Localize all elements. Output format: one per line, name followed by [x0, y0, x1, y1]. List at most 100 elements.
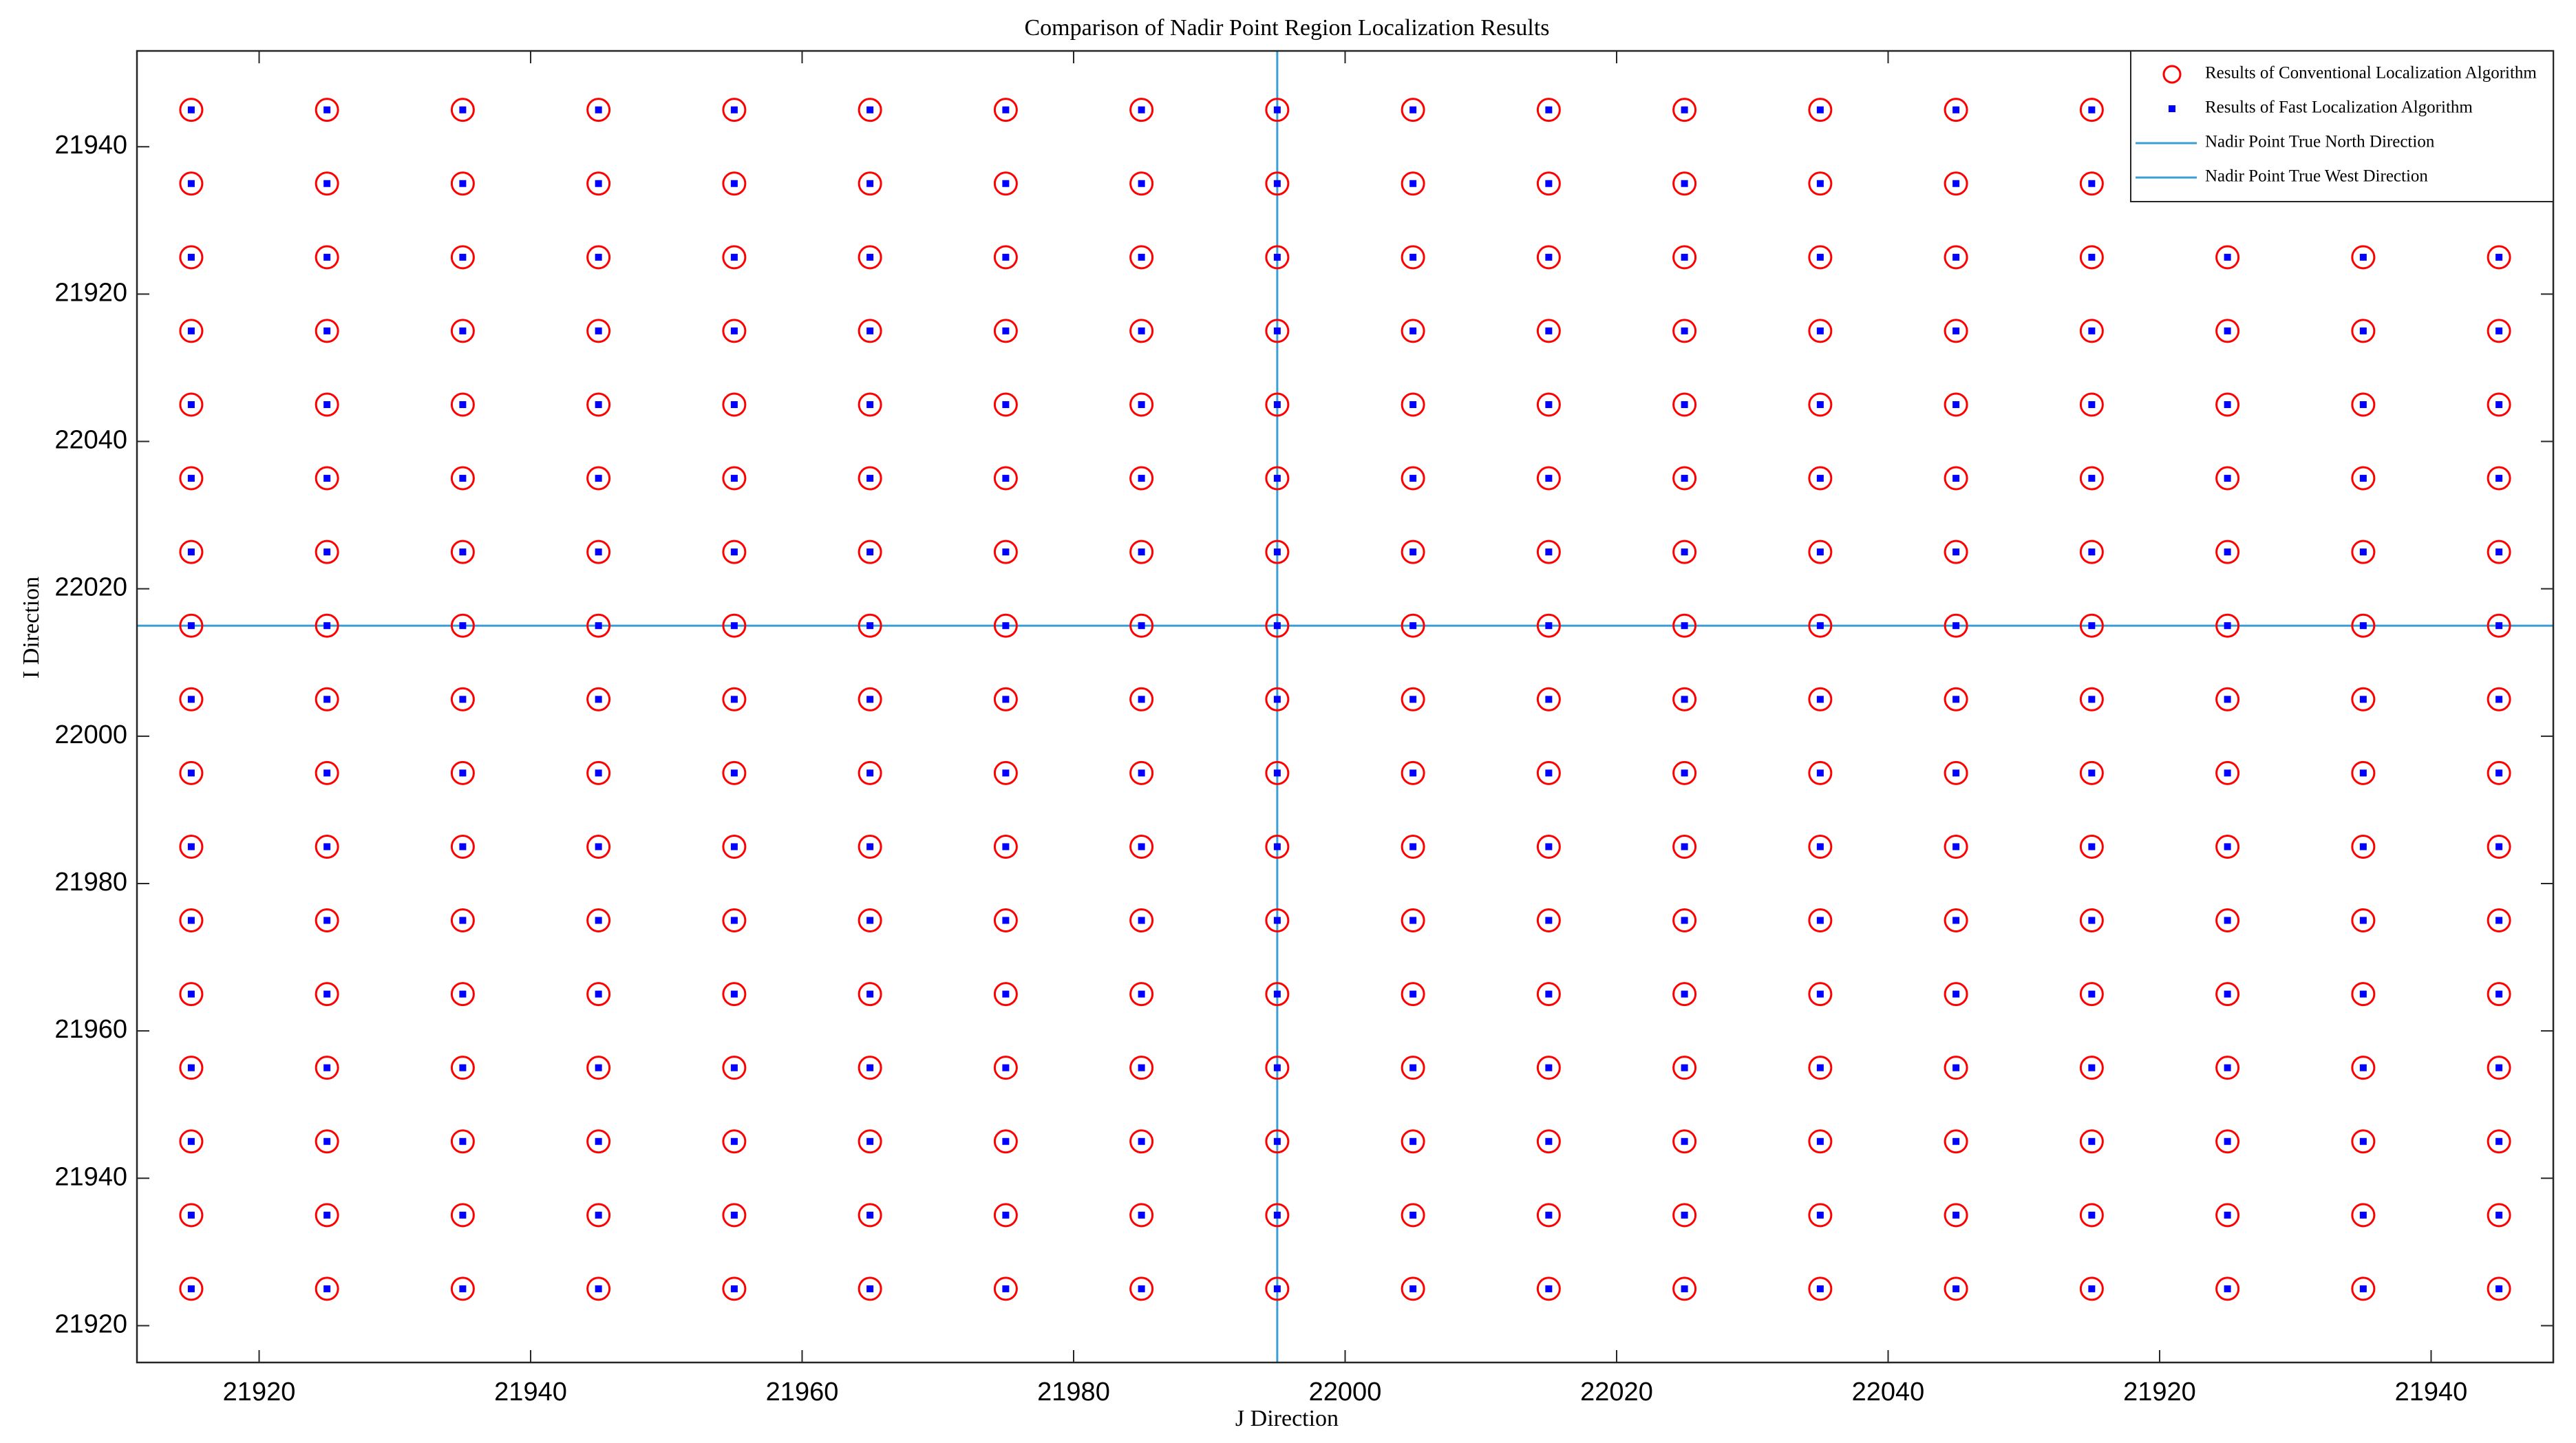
- point: [1536, 908, 1561, 933]
- point: [595, 253, 602, 261]
- point: [1545, 1137, 1553, 1145]
- point: [1536, 1203, 1561, 1228]
- point: [2215, 760, 2240, 785]
- point: [323, 1211, 331, 1219]
- point: [2088, 548, 2096, 556]
- point: [1129, 98, 1154, 122]
- point: [1808, 245, 1833, 270]
- point: [866, 253, 874, 261]
- x-tick-label: 22000: [1309, 1378, 1382, 1407]
- point: [2088, 475, 2096, 482]
- point: [2495, 1285, 2503, 1292]
- point: [858, 98, 882, 122]
- point: [858, 834, 882, 859]
- point: [2215, 245, 2240, 270]
- point: [1536, 392, 1561, 417]
- point: [2079, 392, 2104, 417]
- point: [722, 1129, 747, 1154]
- point: [1944, 834, 1968, 859]
- y-tick-label: 21920: [54, 278, 127, 307]
- point: [2487, 1203, 2511, 1228]
- point: [595, 843, 602, 851]
- point: [1808, 392, 1833, 417]
- point: [459, 990, 467, 998]
- point: [866, 1064, 874, 1071]
- point: [2487, 539, 2511, 564]
- point: [722, 1056, 747, 1080]
- point: [595, 1137, 602, 1145]
- point: [2495, 327, 2503, 334]
- point: [595, 696, 602, 703]
- point: [586, 1056, 611, 1080]
- point: [2079, 982, 2104, 1007]
- point: [1265, 1203, 1290, 1228]
- point: [1952, 253, 1960, 261]
- point: [1816, 180, 1824, 187]
- point: [1002, 917, 1010, 924]
- legend-box: [2130, 50, 2554, 202]
- point: [1545, 475, 1553, 482]
- point: [1816, 548, 1824, 556]
- point: [1808, 1129, 1833, 1154]
- point: [179, 392, 204, 417]
- point: [179, 1056, 204, 1080]
- point: [2487, 834, 2511, 859]
- point: [459, 400, 467, 408]
- point: [2224, 475, 2231, 482]
- point: [993, 908, 1018, 933]
- point: [722, 1276, 747, 1301]
- point: [2495, 769, 2503, 777]
- point: [315, 1056, 339, 1080]
- point: [323, 696, 331, 703]
- point: [1138, 400, 1145, 408]
- point: [2359, 696, 2367, 703]
- point: [866, 696, 874, 703]
- point: [2088, 917, 2096, 924]
- point: [323, 1137, 331, 1145]
- point: [730, 400, 738, 408]
- point: [450, 760, 475, 785]
- point: [993, 1276, 1018, 1301]
- point: [2215, 466, 2240, 491]
- point: [722, 613, 747, 638]
- point: [1808, 1203, 1833, 1228]
- point: [1536, 613, 1561, 638]
- point: [450, 1203, 475, 1228]
- point: [459, 769, 467, 777]
- point: [2079, 1203, 2104, 1228]
- point: [1944, 613, 1968, 638]
- point: [2351, 687, 2376, 712]
- point: [858, 392, 882, 417]
- point: [2215, 908, 2240, 933]
- point: [1409, 622, 1417, 630]
- point: [2487, 466, 2511, 491]
- point: [1816, 253, 1824, 261]
- point: [1002, 696, 1010, 703]
- point: [2088, 106, 2096, 114]
- point: [2088, 1211, 2096, 1219]
- point: [1401, 1129, 1425, 1154]
- point: [1401, 392, 1425, 417]
- point: [858, 539, 882, 564]
- point: [1273, 400, 1281, 408]
- point: [1129, 687, 1154, 712]
- point: [1002, 475, 1010, 482]
- point: [1808, 760, 1833, 785]
- point: [179, 245, 204, 270]
- point: [1672, 319, 1697, 343]
- point: [1265, 687, 1290, 712]
- point: [2088, 769, 2096, 777]
- point: [1129, 1276, 1154, 1301]
- point: [2487, 613, 2511, 638]
- point: [586, 466, 611, 491]
- point: [866, 475, 874, 482]
- point: [2351, 834, 2376, 859]
- point: [1536, 1276, 1561, 1301]
- point: [179, 98, 204, 122]
- point: [1129, 539, 1154, 564]
- point: [459, 917, 467, 924]
- point: [315, 98, 339, 122]
- point: [1944, 1276, 1968, 1301]
- point: [2495, 917, 2503, 924]
- point: [2359, 548, 2367, 556]
